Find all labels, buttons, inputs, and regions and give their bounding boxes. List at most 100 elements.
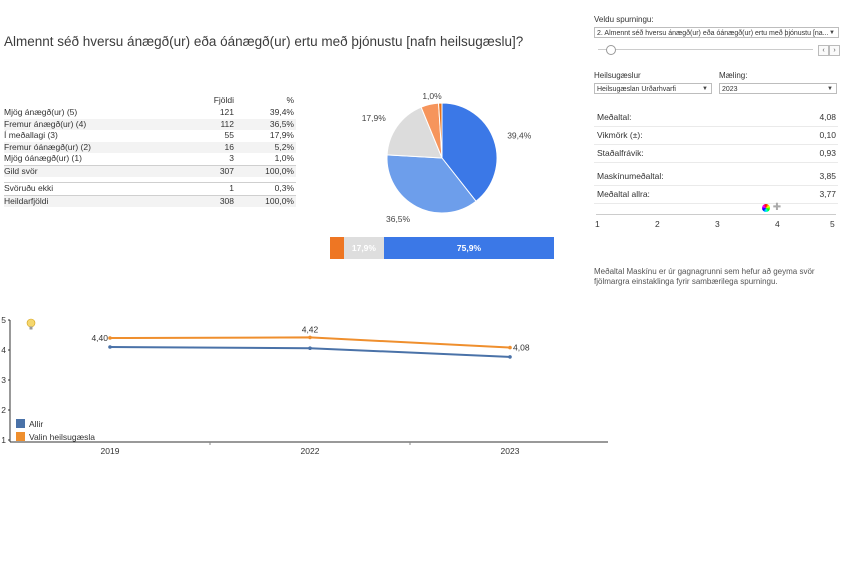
stat-row: Vikmörk (±): 0,10 xyxy=(594,127,838,145)
data-point xyxy=(108,336,112,340)
x-tick-label: 2022 xyxy=(301,446,320,456)
year-select[interactable]: 2023 ▼ xyxy=(719,83,837,94)
color-wheel-icon xyxy=(762,203,770,212)
stat-value: 4,08 xyxy=(819,112,836,122)
row-label: Fremur óánægð(ur) (2) xyxy=(4,141,91,152)
row-label: Gild svör xyxy=(4,165,38,176)
data-label: 4,08 xyxy=(513,343,530,353)
table-row: Svöruðu ekki 1 0,3% xyxy=(4,182,296,195)
row-label: Í meðallagi (3) xyxy=(4,130,58,140)
stat-value: 3,85 xyxy=(819,171,836,181)
table-row: Í meðallagi (3) 55 17,9% xyxy=(4,130,296,142)
stat-row: Meðaltal allra: 3,77 xyxy=(594,186,838,204)
plus-icon[interactable]: ✚ xyxy=(772,202,782,213)
legend-label: Valin heilsugæsla xyxy=(29,432,95,442)
row-count: 3 xyxy=(229,153,234,163)
legend-swatch xyxy=(16,432,25,441)
lightbulb-icon[interactable] xyxy=(26,318,36,330)
question-select[interactable]: 2. Almennt séð hversu ánægð(ur) eða óánæ… xyxy=(594,27,839,38)
row-label: Mjög óánægð(ur) (1) xyxy=(4,153,82,163)
pie-slice xyxy=(386,106,443,159)
row-count: 55 xyxy=(224,130,234,140)
percent-header: % xyxy=(286,95,294,105)
row-count: 308 xyxy=(219,195,234,206)
stat-label: Vikmörk (±): xyxy=(597,130,643,140)
table-row: Fremur ánægð(ur) (4) 112 36,5% xyxy=(4,118,296,130)
row-label: Svöruðu ekki xyxy=(4,183,54,193)
y-tick-label: 3 xyxy=(1,375,6,385)
data-point xyxy=(508,355,512,359)
stat-label: Maskínumeðaltal: xyxy=(597,171,664,181)
clinic-select[interactable]: Heilsugæslan Urðarhvarfi ▼ xyxy=(594,83,712,94)
frequency-table: Fjöldi % Mjög ánægð(ur) (5) 121 39,4% Fremu… xyxy=(4,95,296,207)
measure-label: Mæling: xyxy=(719,71,748,80)
row-label: Mjög ánægð(ur) (5) xyxy=(4,107,78,117)
data-point xyxy=(308,335,312,340)
data-label: 4,40 xyxy=(91,333,108,343)
table-row: Fremur óánægð(ur) (2) 16 5,2% xyxy=(4,141,296,153)
pie-label: 36,5% xyxy=(386,214,411,224)
data-point xyxy=(108,345,112,349)
scale-tick: 2 xyxy=(655,219,660,229)
stats-table: Meðaltal: 4,08 Vikmörk (±): 0,10 Staðalfrávi… xyxy=(594,109,838,204)
row-percent: 39,4% xyxy=(269,107,294,117)
scale-axis: 1 2 3 4 5 xyxy=(594,211,840,233)
y-tick-label: 5 xyxy=(1,315,6,325)
bar-segment xyxy=(330,237,344,259)
y-tick-label: 4 xyxy=(1,345,6,355)
scale-tick: 4 xyxy=(775,219,780,229)
pie-slice xyxy=(441,102,498,202)
slider-handle[interactable] xyxy=(606,45,616,55)
x-tick-label: 2023 xyxy=(501,446,520,456)
stat-value: 0,10 xyxy=(819,130,836,140)
chevron-down-icon: ▼ xyxy=(829,30,835,36)
y-tick-label: 2 xyxy=(1,405,6,415)
stat-row: Meðaltal: 4,08 xyxy=(594,109,838,127)
scale-tick: 5 xyxy=(830,219,835,229)
pie-chart: 39,4% 36,5% 17,9% 1,0% xyxy=(362,91,532,224)
clinic-select-value: Heilsugæslan Urðarhvarfi xyxy=(597,86,676,93)
row-label: Fremur ánægð(ur) (4) xyxy=(4,118,87,129)
data-point xyxy=(508,345,512,350)
stacked-bar: 17,9% 75,9% xyxy=(330,237,554,259)
row-percent: 1,0% xyxy=(274,153,294,163)
stat-row: Staðalfrávik: 0,93 xyxy=(594,145,838,163)
trend-line-chart: 1 2 3 4 5 2019 2022 2023 Allir 4,40 4,42 4,08 Valin … xyxy=(1,315,608,456)
stat-label: Staðalfrávik: xyxy=(597,148,644,158)
table-row: Mjög óánægð(ur) (1) 3 1,0% xyxy=(4,153,296,165)
stat-row: Maskínumeðaltal: 3,85 xyxy=(594,168,838,186)
next-question-button[interactable]: › xyxy=(829,45,840,56)
pie-label: 1,0% xyxy=(422,91,442,101)
pie-label: 17,9% xyxy=(362,113,387,123)
question-slider[interactable] xyxy=(598,49,813,50)
row-count: 16 xyxy=(224,141,234,152)
bar-segment: 17,9% xyxy=(343,237,384,259)
question-label: Veldu spurningu: xyxy=(594,15,654,24)
scale-tick: 3 xyxy=(715,219,720,229)
prev-question-button[interactable]: ‹ xyxy=(818,45,829,56)
data-label: 4,42 xyxy=(302,324,319,334)
stat-label: Meðaltal: xyxy=(597,112,632,122)
legend-label: Allir xyxy=(29,419,43,429)
table-row: Heildarfjöldi 308 100,0% xyxy=(4,194,296,207)
row-percent: 100,0% xyxy=(265,195,294,206)
legend-icons: ✚ xyxy=(762,202,781,213)
count-header: Fjöldi xyxy=(213,95,234,105)
bar-segment: 75,9% xyxy=(383,237,554,259)
row-percent: 17,9% xyxy=(269,130,294,140)
stat-value: 3,77 xyxy=(819,189,836,199)
year-select-value: 2023 xyxy=(722,86,738,93)
table-header: Fjöldi % xyxy=(4,95,296,107)
pie-slice xyxy=(438,102,443,159)
chevron-down-icon: ▼ xyxy=(702,86,708,92)
question-title: Almennt séð hversu ánægð(ur) eða óánægð(… xyxy=(4,34,524,49)
row-count: 1 xyxy=(229,183,234,193)
stat-label: Meðaltal allra: xyxy=(597,189,650,199)
clinic-label: Heilsugæslur xyxy=(594,71,641,80)
row-percent: 0,3% xyxy=(274,183,294,193)
question-select-value: 2. Almennt séð hversu ánægð(ur) eða óánæ… xyxy=(597,30,829,37)
legend-swatch xyxy=(16,419,25,428)
x-tick-label: 2019 xyxy=(101,446,120,456)
row-count: 112 xyxy=(220,118,234,129)
chevron-down-icon: ▼ xyxy=(827,86,833,92)
